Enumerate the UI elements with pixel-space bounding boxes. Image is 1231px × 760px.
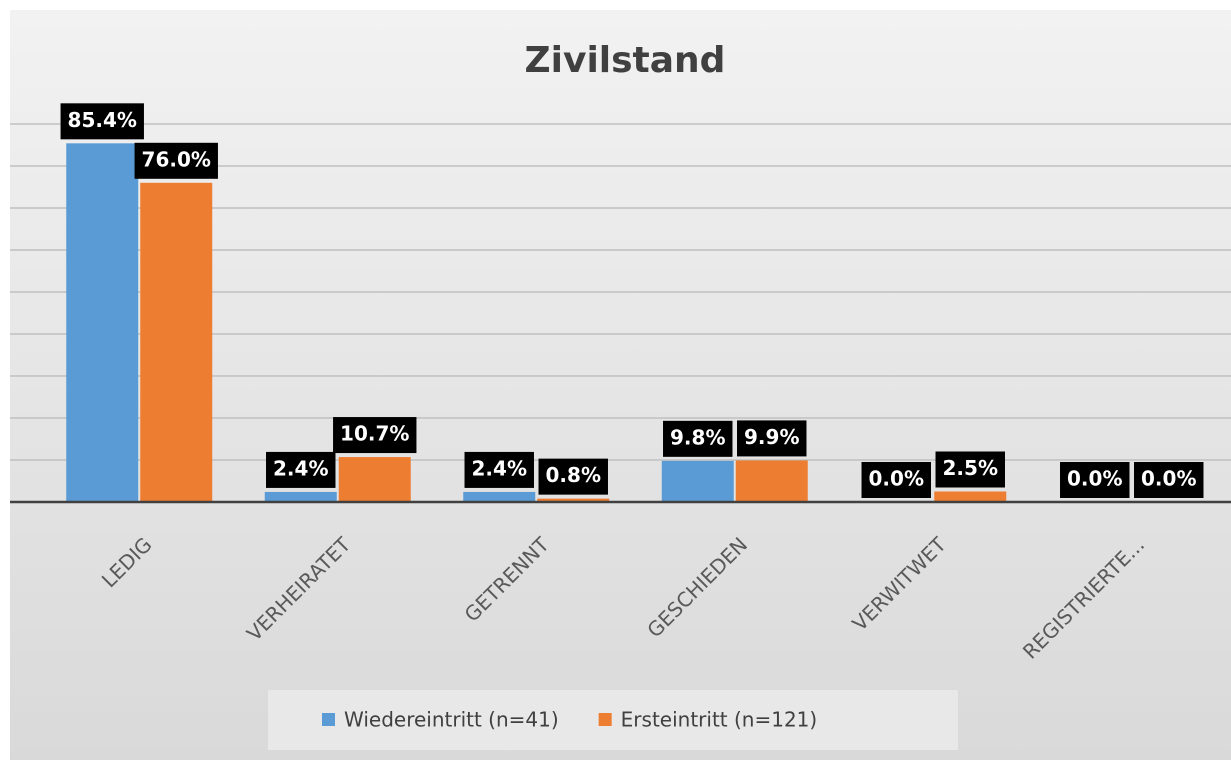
value-label: 2.5% <box>935 451 1005 488</box>
value-label-box <box>333 417 417 454</box>
value-label-text: 10.7% <box>340 422 409 446</box>
value-label: 2.4% <box>266 451 336 488</box>
bar <box>537 498 610 502</box>
value-label-box <box>737 420 807 457</box>
legend-swatch <box>322 713 335 726</box>
value-label: 0.0% <box>861 462 931 498</box>
value-label: 0.0% <box>1134 462 1204 498</box>
chart-background <box>10 10 1231 760</box>
value-label-box <box>60 103 144 140</box>
legend-label: Wiedereintritt (n=41) <box>344 708 559 732</box>
value-label-text: 0.0% <box>869 467 924 491</box>
value-label-text: 76.0% <box>142 147 211 171</box>
legend-box <box>268 690 958 750</box>
bar <box>338 457 411 502</box>
chart-title: Zivilstand <box>525 40 726 81</box>
value-label-box <box>1134 462 1204 498</box>
value-label-box <box>861 462 931 498</box>
value-label-text: 2.4% <box>472 456 527 480</box>
legend-swatch <box>598 713 612 726</box>
value-label-text: 9.8% <box>670 425 725 449</box>
value-label-text: 2.4% <box>273 456 328 480</box>
bar <box>661 460 734 502</box>
value-label: 0.0% <box>1060 462 1130 498</box>
value-label-box <box>266 451 336 488</box>
value-label-text: 0.0% <box>1141 467 1196 491</box>
value-label-box <box>1060 462 1130 498</box>
value-label-text: 85.4% <box>68 108 137 132</box>
value-label: 9.8% <box>663 420 733 457</box>
value-label: 76.0% <box>134 142 218 179</box>
value-label-box <box>134 142 218 179</box>
value-label: 10.7% <box>333 417 417 454</box>
bar <box>463 491 536 502</box>
value-label: 0.8% <box>538 458 608 495</box>
bar <box>140 182 213 503</box>
bar <box>264 491 337 502</box>
bar <box>934 491 1007 502</box>
value-label-box <box>935 451 1005 488</box>
value-label-box <box>663 420 733 457</box>
value-label-text: 0.0% <box>1067 467 1122 491</box>
value-label-text: 0.8% <box>546 463 601 487</box>
bar <box>735 460 808 502</box>
bar <box>66 143 139 502</box>
legend-label: Ersteintritt (n=121) <box>621 708 818 732</box>
value-label-text: 2.5% <box>943 456 998 480</box>
value-label-text: 9.9% <box>744 425 799 449</box>
value-label: 2.4% <box>464 451 534 488</box>
value-label-box <box>464 451 534 488</box>
value-label: 85.4% <box>60 103 144 140</box>
value-label-box <box>538 458 608 495</box>
value-label: 9.9% <box>737 420 807 457</box>
